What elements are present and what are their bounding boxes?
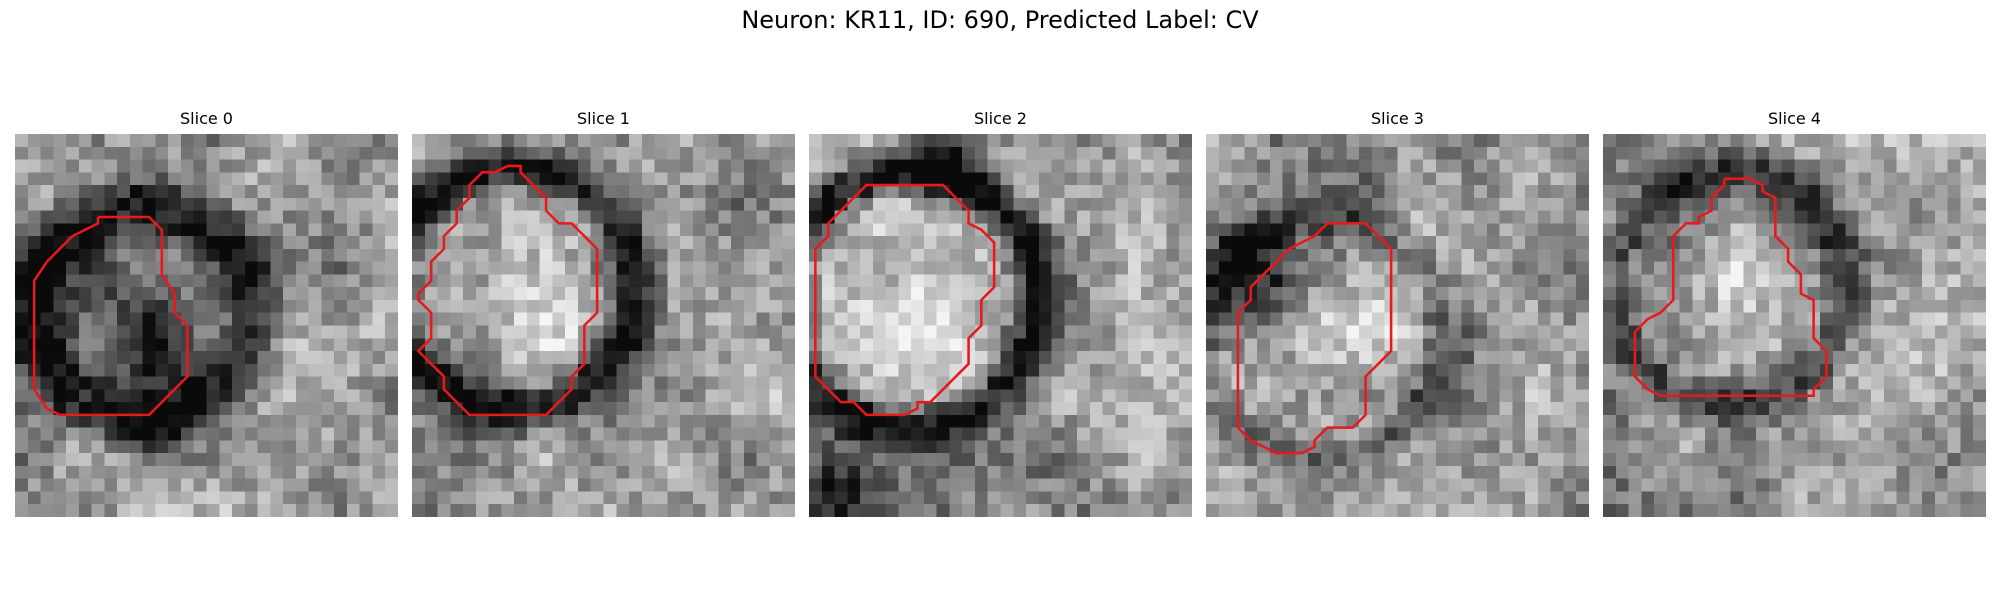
slice-image <box>412 134 795 517</box>
roi-contour <box>1633 177 1828 397</box>
slice-panel-1: Slice 1 <box>412 108 795 517</box>
slice-title: Slice 1 <box>577 109 630 128</box>
slice-image <box>15 134 398 517</box>
slice-image <box>1603 134 1986 517</box>
roi-contour <box>416 164 599 417</box>
slice-title: Slice 0 <box>180 109 233 128</box>
roi-contour <box>32 215 189 417</box>
slice-title: Slice 3 <box>1371 109 1424 128</box>
roi-contour <box>1236 222 1393 455</box>
slice-image <box>809 134 1192 517</box>
slice-panel-0: Slice 0 <box>15 108 398 517</box>
slice-image <box>1206 134 1589 517</box>
slice-panel-3: Slice 3 <box>1206 108 1589 517</box>
slice-panel-2: Slice 2 <box>809 108 1192 517</box>
roi-contour <box>814 183 996 417</box>
slice-title: Slice 4 <box>1768 109 1821 128</box>
figure-title: Neuron: KR11, ID: 690, Predicted Label: … <box>741 6 1259 34</box>
slice-panel-4: Slice 4 <box>1603 108 1986 517</box>
slice-title: Slice 2 <box>974 109 1027 128</box>
